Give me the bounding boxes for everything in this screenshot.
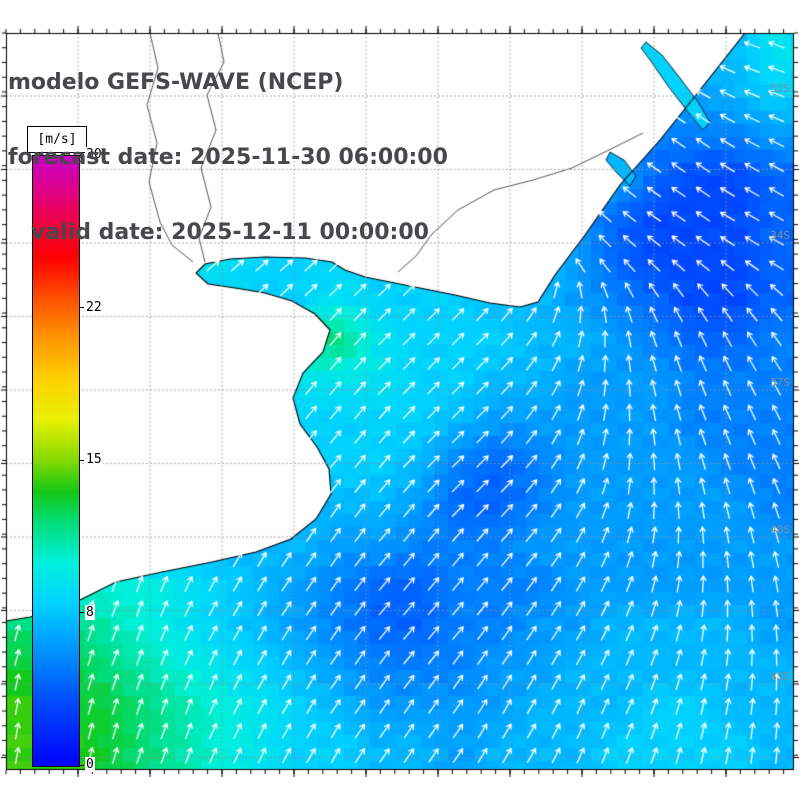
wind-field-map-canvas — [0, 0, 800, 800]
gefs-wave-forecast-map: modelo GEFS-WAVE (NCEP) forecast date: 2… — [0, 0, 800, 800]
